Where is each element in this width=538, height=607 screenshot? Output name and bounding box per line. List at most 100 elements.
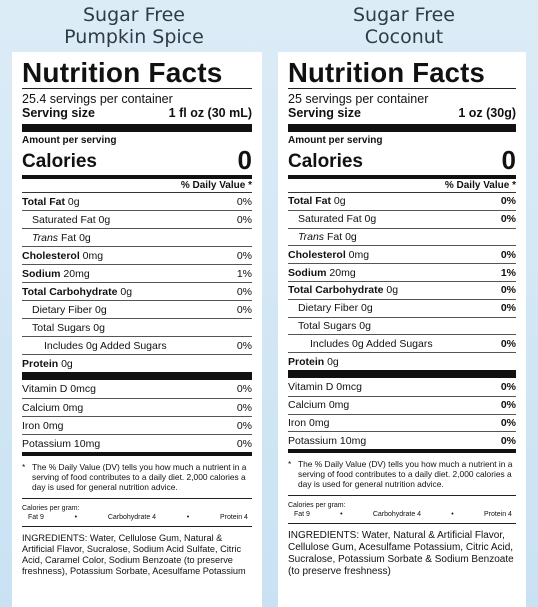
calories-per-gram-item: Protein 4	[219, 514, 248, 521]
nutrient-name: Total Fat 0g	[288, 195, 346, 207]
nutrient-daily-value: 0%	[500, 195, 516, 208]
nutrient-amount: Dietary Fiber 0g	[32, 303, 107, 316]
nutrient-name: Total Fat 0g	[22, 196, 80, 208]
vitamin-name: Vitamin D 0mcg	[288, 380, 362, 393]
divider	[22, 498, 252, 499]
nutrient-name: Cholesterol 0mg	[22, 250, 103, 262]
vitamin-daily-value: 0%	[500, 434, 516, 447]
divider	[22, 88, 252, 89]
nutrient-amount: Includes 0g Added Sugars	[44, 339, 167, 352]
nutrient-row: Total Fat 0g 0%	[22, 192, 252, 210]
vitamin-row: Potassium 10mg 0%	[22, 434, 252, 452]
footnote: * The % Daily Value (DV) tells you how m…	[22, 462, 252, 492]
nutrient-row: Includes 0g Added Sugars 0%	[22, 336, 252, 354]
nutrition-facts-title: Nutrition Facts	[288, 57, 486, 88]
calories-label: Calories	[22, 151, 97, 172]
nutrient-name: Trans Fat 0g	[288, 231, 357, 243]
nutrient-amount: 0g	[324, 355, 339, 368]
nutrient-amount: 0mg	[79, 249, 104, 262]
nutrient-row: Dietary Fiber 0g 0%	[22, 300, 252, 318]
nutrient-amount: Dietary Fiber 0g	[298, 302, 373, 315]
bullet-separator: •	[186, 514, 190, 521]
nutrient-daily-value: 0%	[236, 339, 252, 352]
divider-medium	[288, 175, 516, 179]
nutrient-amount: Includes 0g Added Sugars	[310, 337, 433, 350]
nutrient-row: Total Sugars 0g	[22, 318, 252, 336]
nutrient-name-bold: Cholesterol	[288, 248, 346, 261]
bullet-separator: •	[451, 511, 454, 519]
nutrient-daily-value: 1%	[500, 266, 516, 279]
nutrition-label-pumpkin-spice: Nutrition Facts 25.4 servings per contai…	[12, 52, 262, 607]
divider-medium	[22, 452, 252, 456]
vitamin-row: Iron 0mg 0%	[22, 416, 252, 434]
serving-size-label: Serving size	[288, 106, 361, 120]
calories-value: 0	[237, 145, 252, 175]
divider-thick	[22, 372, 252, 380]
nutrient-daily-value: 0%	[500, 284, 516, 297]
daily-value-header: % Daily Value *	[180, 180, 252, 191]
nutrient-name: Includes 0g Added Sugars	[288, 338, 433, 350]
nutrient-row: Sodium 20mg 1%	[22, 264, 252, 282]
serving-size-value: 1 oz (30g)	[458, 106, 516, 120]
nutrient-amount: Total Sugars 0g	[298, 319, 371, 332]
nutrient-row: Trans Fat 0g	[288, 227, 516, 246]
nutrient-daily-value: 0%	[236, 213, 252, 226]
product-heading-line1: Sugar Free	[83, 4, 185, 26]
serving-size-row: Serving size 1 fl oz (30 mL)	[22, 106, 252, 121]
nutrient-daily-value: 0%	[500, 213, 516, 226]
nutrient-name: Total Carbohydrate 0g	[22, 286, 132, 298]
nutrient-row: Includes 0g Added Sugars 0%	[288, 334, 516, 352]
footnote-star: *	[22, 462, 26, 472]
footnote: * The % Daily Value (DV) tells you how m…	[288, 459, 516, 489]
bullet-separator: •	[74, 514, 78, 521]
calories-row: Calories 0	[288, 147, 516, 173]
nutrient-name: Sodium 20mg	[288, 267, 356, 279]
divider-thick	[288, 369, 516, 378]
nutrient-amount: 0g	[117, 285, 133, 298]
nutrient-name: Saturated Fat 0g	[288, 213, 376, 225]
vitamin-daily-value: 0%	[236, 419, 252, 432]
calories-per-gram-row: Fat 9 • Carbohydrate 4 • Protein 4	[22, 513, 252, 522]
nutrient-row: Saturated Fat 0g 0%	[288, 209, 516, 228]
divider-medium	[22, 175, 252, 179]
vitamin-daily-value: 0%	[236, 401, 252, 414]
nutrient-row: Dietary Fiber 0g 0%	[288, 298, 516, 317]
nutrient-name-bold: Total Fat	[22, 195, 65, 208]
vitamin-name: Potassium 10mg	[288, 434, 367, 447]
ingredients: INGREDIENTS: Water, Cellulose Gum, Natur…	[22, 533, 246, 576]
nutrient-list: Total Fat 0g 0% Saturated Fat 0g 0% Trans Fa…	[22, 192, 252, 372]
nutrient-daily-value: 1%	[236, 267, 252, 280]
nutrition-facts-title: Nutrition Facts	[22, 57, 223, 88]
product-heading-line1: Sugar Free	[353, 4, 455, 26]
vitamin-row: Iron 0mg 0%	[288, 413, 516, 432]
nutrient-row: Total Carbohydrate 0g 0%	[288, 280, 516, 299]
nutrient-name-bold: Sodium	[22, 267, 61, 280]
nutrient-row: Sodium 20mg 1%	[288, 263, 516, 281]
nutrient-daily-value: 0%	[236, 303, 252, 316]
vitamin-name: Calcium 0mg	[288, 399, 350, 412]
nutrient-list: Total Fat 0g 0% Saturated Fat 0g 0% Trans Fa…	[288, 192, 516, 370]
product-heading-pumpkin-spice: Sugar Free Pumpkin Spice	[0, 4, 268, 48]
calories-per-gram-label: Calories per gram:	[22, 505, 80, 512]
serving-size-value: 1 fl oz (30 mL)	[168, 106, 252, 120]
vitamin-daily-value: 0%	[500, 416, 516, 429]
vitamin-name: Potassium 10mg	[22, 437, 101, 450]
ingredients: INGREDIENTS: Water, Natural & Artificial…	[288, 530, 514, 578]
nutrient-amount: 20mg	[60, 267, 90, 280]
calories-per-gram-item: Carbohydrate 4	[107, 514, 157, 521]
vitamin-name: Iron 0mg	[288, 416, 330, 429]
nutrition-label-coconut: Nutrition Facts 25 servings per containe…	[278, 52, 526, 607]
nutrient-row: Trans Fat 0g	[22, 228, 252, 246]
nutrient-name-italic: Trans	[298, 230, 325, 243]
nutrient-name-bold: Cholesterol	[22, 249, 80, 262]
nutrient-name-bold: Sodium	[288, 266, 327, 279]
nutrient-amount: 0g	[383, 284, 399, 297]
calories-per-gram-label: Calories per gram:	[288, 502, 346, 510]
product-heading-line2: Coconut	[364, 26, 444, 48]
nutrient-daily-value: 0%	[500, 248, 516, 261]
footnote-star: *	[288, 459, 292, 470]
vitamin-daily-value: 0%	[236, 383, 252, 395]
calories-per-gram-item: Carbohydrate 4	[372, 511, 422, 519]
nutrient-name: Saturated Fat 0g	[22, 214, 110, 226]
calories-row: Calories 0	[22, 147, 252, 173]
